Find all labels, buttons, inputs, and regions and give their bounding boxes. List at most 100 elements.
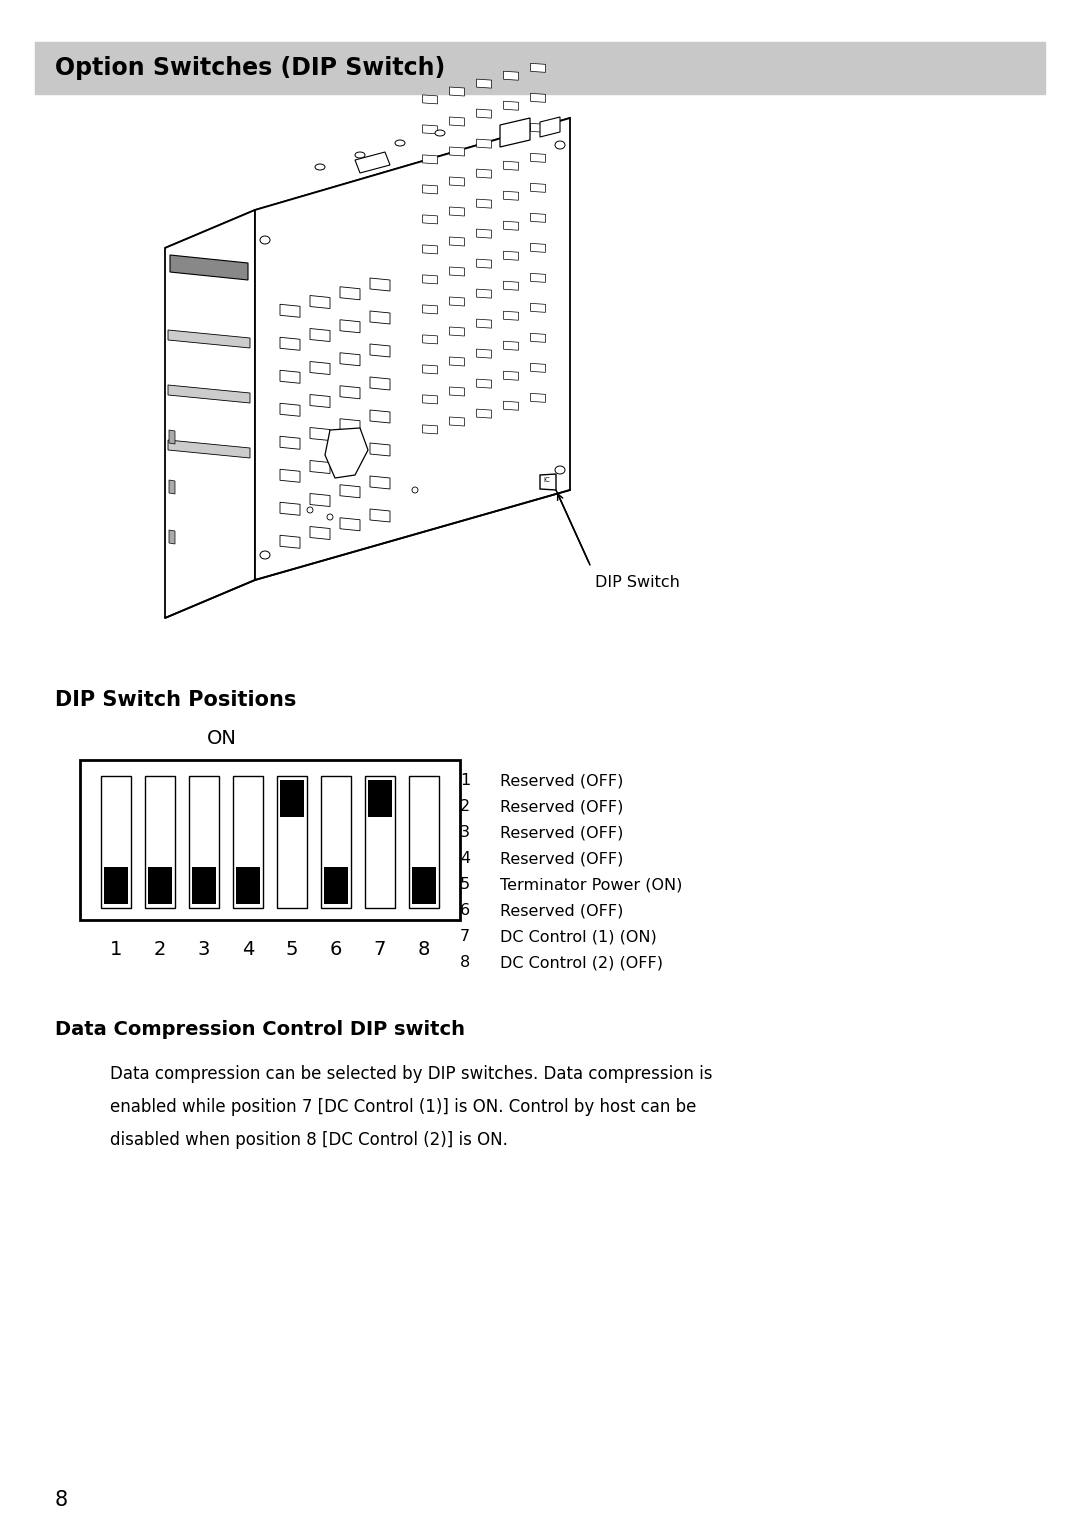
Polygon shape <box>370 278 390 291</box>
Polygon shape <box>422 154 437 164</box>
Polygon shape <box>476 229 491 239</box>
Text: Reserved (OFF): Reserved (OFF) <box>500 800 623 813</box>
Ellipse shape <box>260 550 270 560</box>
Bar <box>237 867 259 904</box>
Text: 3: 3 <box>460 826 470 839</box>
Polygon shape <box>503 101 518 110</box>
Ellipse shape <box>555 466 565 474</box>
Polygon shape <box>530 183 545 193</box>
Polygon shape <box>310 428 330 440</box>
Text: 1: 1 <box>460 774 470 787</box>
Polygon shape <box>503 72 518 80</box>
Polygon shape <box>503 401 518 410</box>
Polygon shape <box>422 304 437 313</box>
Polygon shape <box>310 526 330 540</box>
Text: 6: 6 <box>329 940 342 959</box>
Text: Reserved (OFF): Reserved (OFF) <box>500 904 623 917</box>
Polygon shape <box>449 387 464 396</box>
Text: Data compression can be selected by DIP switches. Data compression is: Data compression can be selected by DIP … <box>110 1066 713 1083</box>
Text: IC: IC <box>543 477 550 483</box>
Text: Option Switches (DIP Switch): Option Switches (DIP Switch) <box>55 57 445 80</box>
Bar <box>368 780 392 816</box>
Polygon shape <box>340 451 360 465</box>
Polygon shape <box>530 214 545 222</box>
Polygon shape <box>540 474 556 489</box>
Polygon shape <box>476 320 491 329</box>
Polygon shape <box>280 304 300 318</box>
Polygon shape <box>422 394 437 404</box>
Polygon shape <box>476 80 491 89</box>
Polygon shape <box>280 535 300 549</box>
Bar <box>408 777 440 908</box>
Text: 7: 7 <box>374 940 387 959</box>
Polygon shape <box>340 320 360 333</box>
Text: 1: 1 <box>110 940 122 959</box>
Polygon shape <box>530 153 545 162</box>
Text: disabled when position 8 [DC Control (2)] is ON.: disabled when position 8 [DC Control (2)… <box>110 1131 508 1148</box>
Polygon shape <box>280 469 300 482</box>
Polygon shape <box>449 206 464 216</box>
Polygon shape <box>449 177 464 187</box>
Text: 6: 6 <box>460 904 470 917</box>
Polygon shape <box>476 139 491 148</box>
Ellipse shape <box>327 514 333 520</box>
Polygon shape <box>370 476 390 489</box>
Ellipse shape <box>260 235 270 245</box>
Bar <box>276 777 308 908</box>
Polygon shape <box>168 531 175 544</box>
Text: 8: 8 <box>55 1489 68 1511</box>
Bar <box>189 777 219 908</box>
Polygon shape <box>422 185 437 194</box>
Polygon shape <box>503 191 518 200</box>
Polygon shape <box>310 494 330 506</box>
Polygon shape <box>340 419 360 431</box>
Polygon shape <box>476 289 491 298</box>
Polygon shape <box>503 372 518 381</box>
Text: 2: 2 <box>153 940 166 959</box>
Bar <box>100 777 132 908</box>
Polygon shape <box>449 297 464 306</box>
Text: enabled while position 7 [DC Control (1)] is ON. Control by host can be: enabled while position 7 [DC Control (1)… <box>110 1098 697 1116</box>
Polygon shape <box>168 385 249 404</box>
Polygon shape <box>310 361 330 375</box>
Bar <box>324 867 348 904</box>
Text: Data Compression Control DIP switch: Data Compression Control DIP switch <box>55 1020 465 1040</box>
Polygon shape <box>530 393 545 402</box>
Polygon shape <box>422 365 437 375</box>
Polygon shape <box>370 310 390 324</box>
Ellipse shape <box>315 164 325 170</box>
Polygon shape <box>370 344 390 356</box>
Polygon shape <box>310 295 330 309</box>
Ellipse shape <box>307 508 313 514</box>
Ellipse shape <box>435 130 445 136</box>
Text: 2: 2 <box>460 800 470 813</box>
Ellipse shape <box>411 488 418 492</box>
Polygon shape <box>310 394 330 408</box>
Polygon shape <box>280 503 300 515</box>
Polygon shape <box>168 480 175 494</box>
Polygon shape <box>449 237 464 246</box>
Polygon shape <box>355 151 390 173</box>
Bar <box>321 777 351 908</box>
Polygon shape <box>165 209 255 618</box>
Text: Terminator Power (ON): Terminator Power (ON) <box>500 878 683 891</box>
Polygon shape <box>503 161 518 170</box>
Polygon shape <box>340 485 360 498</box>
Text: Reserved (OFF): Reserved (OFF) <box>500 852 623 865</box>
Bar <box>365 777 395 908</box>
Text: DC Control (1) (ON): DC Control (1) (ON) <box>500 930 657 943</box>
Bar <box>35 41 1045 93</box>
Text: DIP Switch Positions: DIP Switch Positions <box>55 690 296 709</box>
Bar <box>281 780 303 816</box>
Polygon shape <box>280 338 300 350</box>
Bar <box>413 867 435 904</box>
Text: Reserved (OFF): Reserved (OFF) <box>500 826 623 839</box>
Text: 3: 3 <box>198 940 211 959</box>
Polygon shape <box>325 428 368 479</box>
Bar <box>145 777 175 908</box>
Text: 5: 5 <box>286 940 298 959</box>
Polygon shape <box>422 245 437 254</box>
Text: ON: ON <box>207 729 237 748</box>
Polygon shape <box>449 417 464 427</box>
Polygon shape <box>476 109 491 118</box>
